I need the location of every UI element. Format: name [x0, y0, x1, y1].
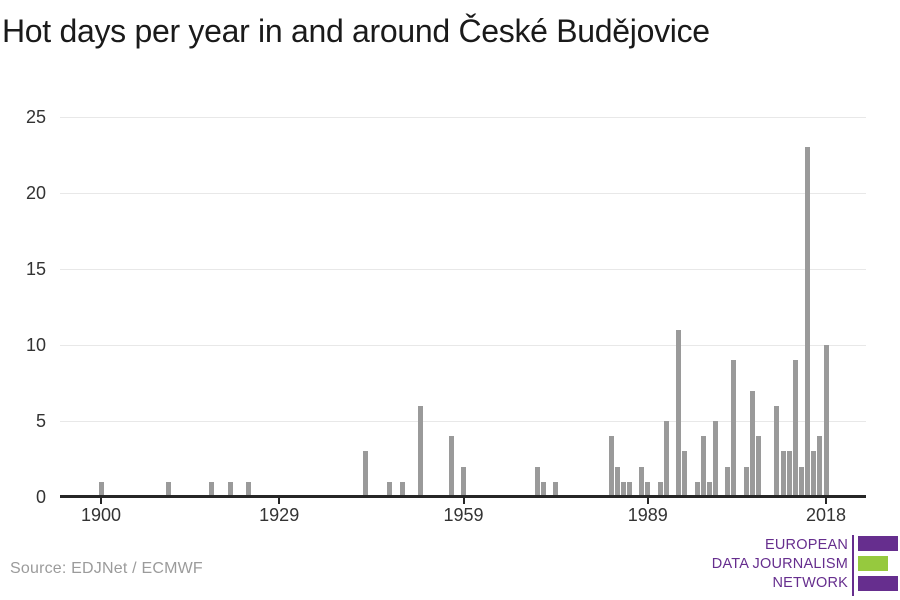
y-gridline — [60, 344, 866, 346]
chart-bar — [725, 466, 731, 497]
chart-bar — [743, 466, 749, 497]
chart-bar — [166, 481, 172, 497]
chart-title: Hot days per year in and around České Bu… — [2, 13, 710, 49]
chart-bar — [461, 466, 466, 497]
y-gridline — [60, 116, 866, 118]
x-axis-tick — [278, 498, 281, 504]
chart-bar — [448, 436, 454, 497]
logo-line-data-journalism: DATA JOURNALISM — [711, 556, 848, 572]
chart-bar — [608, 436, 614, 497]
chart-bar — [774, 405, 780, 497]
y-gridline — [60, 268, 866, 270]
x-axis-tick — [825, 498, 827, 504]
chart-bar — [227, 481, 233, 497]
chart-bar — [811, 451, 817, 497]
x-axis-tick — [462, 498, 465, 504]
x-axis-tick — [100, 498, 102, 504]
y-axis-label: 5 — [35, 411, 46, 431]
chart-bar — [823, 345, 829, 497]
chart-bar — [626, 481, 632, 497]
x-axis-tick — [646, 498, 649, 504]
chart-bar — [645, 481, 651, 497]
logo-line-european: EUROPEAN — [765, 537, 848, 553]
chart-bar — [712, 421, 718, 497]
chart-bar — [246, 481, 251, 497]
y-axis-label: 15 — [25, 259, 46, 279]
logo-bar-purple-bottom — [858, 576, 898, 591]
chart-bar — [540, 481, 546, 497]
chart-bar — [786, 451, 792, 497]
chart-bar — [553, 481, 559, 497]
chart-bar — [694, 481, 700, 497]
x-axis-label: 1989 — [627, 505, 668, 525]
chart-bar — [209, 481, 215, 497]
chart-bar — [620, 481, 626, 497]
chart-bar — [706, 481, 712, 497]
chart-bar — [639, 466, 645, 497]
logo-bar-green-middle — [858, 556, 888, 571]
y-axis-label: 10 — [25, 335, 46, 355]
chart-bar — [657, 481, 663, 497]
chart-bar — [700, 436, 706, 497]
chart-bar — [418, 405, 423, 497]
x-axis-line — [60, 495, 866, 498]
chart-bar — [614, 466, 620, 497]
chart-bar — [731, 360, 737, 497]
chart-bar — [534, 466, 540, 497]
x-axis-label: 1929 — [259, 505, 300, 525]
logo-vertical-rule — [852, 535, 854, 596]
logo-bar-purple-top — [858, 536, 898, 551]
chart-bar — [676, 329, 681, 497]
y-axis-label: 0 — [35, 487, 46, 507]
x-axis-label: 2018 — [805, 505, 847, 525]
source-note: Source: EDJNet / ECMWF — [10, 560, 203, 577]
chart-bar — [749, 390, 755, 497]
chart-bar — [755, 436, 761, 497]
logo-line-network: NETWORK — [772, 575, 848, 591]
chart-bar — [362, 451, 368, 497]
chart-bar — [98, 481, 104, 497]
edjnet-logo-text: EUROPEAN DATA JOURNALISM NETWORK — [712, 536, 848, 593]
x-axis-label: 1959 — [443, 505, 484, 525]
y-gridline — [60, 420, 866, 422]
chart-bar — [792, 360, 798, 497]
y-gridline — [60, 192, 866, 194]
chart-bar — [817, 436, 823, 497]
chart-bar — [805, 147, 811, 497]
x-axis-label: 1900 — [80, 505, 122, 525]
chart-bar — [780, 451, 786, 497]
edjnet-logo: EUROPEAN DATA JOURNALISM NETWORK — [640, 533, 900, 600]
chart-bar — [798, 466, 804, 497]
chart-bar — [399, 481, 405, 497]
y-axis-label: 25 — [25, 107, 46, 127]
y-axis-label: 20 — [25, 183, 46, 203]
chart-bar — [387, 481, 393, 497]
chart-bar — [682, 451, 688, 497]
chart-bar — [663, 421, 669, 497]
